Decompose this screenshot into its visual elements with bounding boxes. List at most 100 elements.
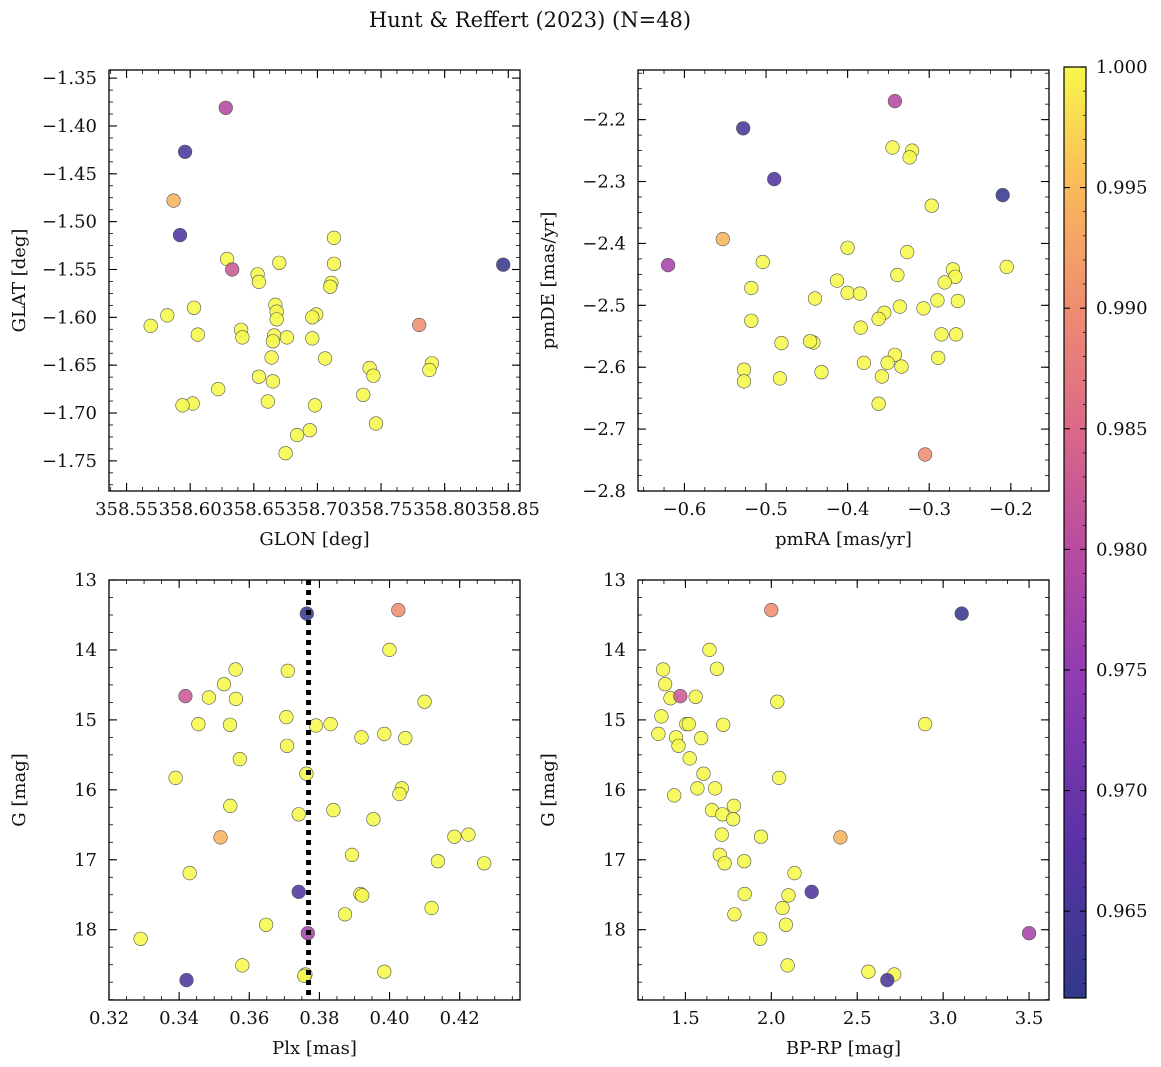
scatter-point xyxy=(853,320,868,335)
scatter-point xyxy=(688,689,703,704)
scatter-point xyxy=(736,121,751,136)
figure-title: Hunt & Reffert (2023) (N=48) xyxy=(368,8,692,32)
y-tick-label: 17 xyxy=(74,850,97,871)
scatter-point xyxy=(871,311,886,327)
scatter-point xyxy=(950,293,965,309)
x-tick-label: 2.0 xyxy=(757,1008,786,1029)
scatter-point xyxy=(305,331,320,346)
scatter-point xyxy=(366,812,381,827)
x-tick-label: 0.36 xyxy=(229,1008,269,1029)
y-tick-label: −1.35 xyxy=(42,68,97,89)
scatter-point xyxy=(265,374,281,389)
scatter-point xyxy=(781,888,796,903)
x-tick-label: −0.5 xyxy=(744,499,788,520)
scatter-point xyxy=(744,280,759,296)
points xyxy=(133,602,492,988)
scatter-point xyxy=(880,972,895,988)
scatter-point xyxy=(279,330,295,345)
colorbar-tick-label: 0.970 xyxy=(1096,781,1148,802)
y-axis-label: G [mag] xyxy=(538,753,559,826)
x-tick-label: 358.80 xyxy=(413,499,476,520)
y-tick-label: −1.75 xyxy=(42,451,97,472)
scatter-point xyxy=(671,738,686,753)
x-axis-label: GLON [deg] xyxy=(259,529,369,550)
x-tick-label: 0.38 xyxy=(299,1008,339,1029)
scatter-point xyxy=(223,798,238,814)
scatter-point xyxy=(660,258,676,273)
scatter-point xyxy=(326,802,341,818)
x-tick-label: 358.60 xyxy=(159,499,222,520)
scatter-point xyxy=(716,717,731,732)
scatter-point xyxy=(770,694,785,709)
scatter-point xyxy=(222,717,238,732)
scatter-point xyxy=(902,150,917,165)
scatter-point xyxy=(280,663,295,679)
colorbar-tick-label: 0.990 xyxy=(1096,298,1148,319)
scatter-point xyxy=(430,854,446,869)
scatter-point xyxy=(259,917,274,932)
scatter-point xyxy=(178,144,193,159)
scatter-point xyxy=(279,709,294,725)
scatter-point xyxy=(368,416,384,431)
scatter-point xyxy=(323,279,338,294)
scatter-point xyxy=(211,382,226,397)
scatter-point xyxy=(714,827,729,842)
colorbar-tick-label: 0.975 xyxy=(1096,660,1148,681)
x-tick-label: 2.5 xyxy=(843,1008,872,1029)
scatter-point xyxy=(787,865,802,881)
y-tick-label: −1.65 xyxy=(42,355,97,376)
x-tick-label: 358.75 xyxy=(350,499,413,520)
x-tick-label: −0.4 xyxy=(826,499,870,520)
scatter-point xyxy=(461,827,476,842)
scatter-point xyxy=(235,958,250,973)
y-tick-label: 15 xyxy=(603,710,626,731)
scatter-point xyxy=(753,829,769,844)
y-tick-label: 16 xyxy=(74,780,97,801)
scatter-point xyxy=(307,398,323,413)
scatter-point xyxy=(829,273,845,288)
colorbar-tick-label: 1.000 xyxy=(1096,57,1148,78)
colorbar-tick-label: 0.965 xyxy=(1096,901,1148,922)
scatter-point xyxy=(999,259,1014,275)
scatter-point xyxy=(736,374,752,389)
scatter-point xyxy=(228,691,243,707)
y-tick-label: 14 xyxy=(603,640,626,661)
x-tick-label: 3.5 xyxy=(1015,1008,1044,1029)
scatter-point xyxy=(291,884,306,900)
scatter-panel-1: 358.55 358.60 358.65 358.70 358.75 358.80 358.… xyxy=(9,68,540,550)
colorbar-gradient xyxy=(1063,66,1087,999)
scatter-point xyxy=(323,716,338,732)
scatter-point xyxy=(657,677,673,692)
y-tick-label: −1.50 xyxy=(42,212,97,233)
scatter-point xyxy=(326,256,342,271)
scatter-point xyxy=(744,313,759,328)
scatter-point xyxy=(417,694,432,709)
scatter-point xyxy=(290,427,305,443)
colorbar-tick-label: 0.980 xyxy=(1096,539,1148,560)
scatter-point xyxy=(377,726,392,742)
scatter-point xyxy=(356,387,371,402)
scatter-point xyxy=(737,854,752,869)
scatter-point xyxy=(780,958,795,973)
scatter-point xyxy=(667,788,682,803)
y-tick-label: 14 xyxy=(74,640,97,661)
x-axis-label: BP-RP [mag] xyxy=(786,1038,901,1059)
y-tick-label: 16 xyxy=(603,780,626,801)
scatter-point xyxy=(477,856,492,871)
scatter-point xyxy=(218,100,233,115)
scatter-point xyxy=(412,317,427,333)
scatter-point xyxy=(802,334,818,349)
scatter-point xyxy=(182,865,197,881)
scatter-point xyxy=(337,907,353,922)
scatter-point xyxy=(694,730,709,746)
x-tick-label: −0.3 xyxy=(907,499,951,520)
scatter-point xyxy=(887,93,903,109)
scatter-point xyxy=(682,751,697,766)
scatter-point xyxy=(651,726,666,742)
scatter-point xyxy=(767,172,782,187)
axes-frame xyxy=(637,69,1050,492)
scatter-point xyxy=(232,751,247,767)
scatter-point xyxy=(190,327,205,342)
scatter-panel-2: −0.6 −0.5 −0.4 −0.3 −0.2 −2.8 −2.7 −2.6 −2.5 −2.4… xyxy=(538,69,1050,550)
